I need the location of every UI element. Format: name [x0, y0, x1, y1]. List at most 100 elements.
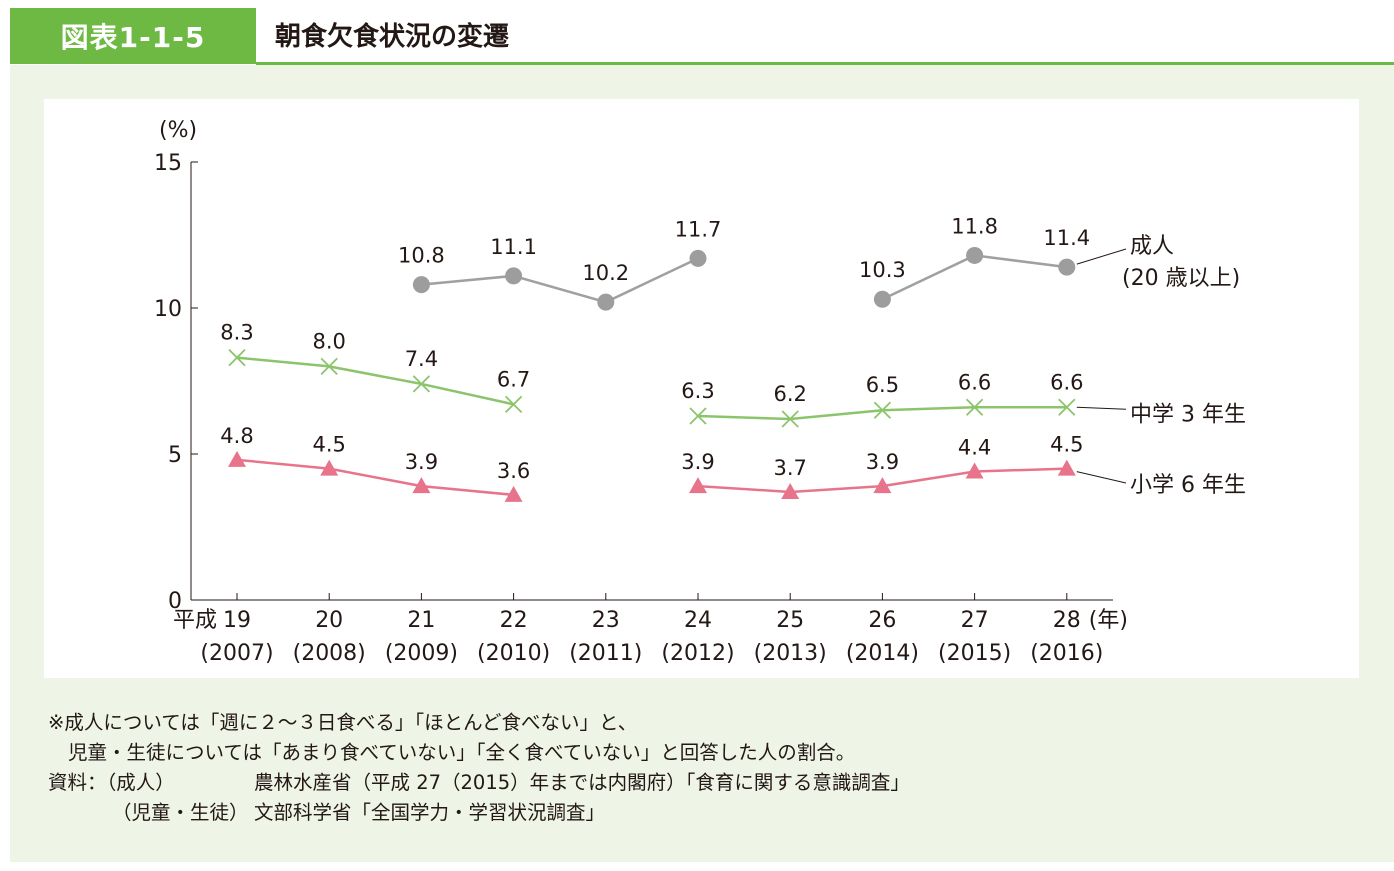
data-label: 4.4 [958, 436, 991, 460]
data-label: 3.9 [405, 450, 438, 474]
data-point-marker [504, 485, 523, 502]
data-point-marker [965, 398, 984, 416]
x-tick-label-western: (2013) [754, 641, 827, 666]
source-1: 農林水産省（平成 27（2015）年までは内閣府）「食育に関する意識調査」 [254, 771, 910, 794]
x-tick-label: 20 [315, 608, 343, 633]
data-point-marker [412, 477, 431, 494]
data-point-marker [689, 407, 707, 425]
x-tick-label: 19 [223, 608, 251, 633]
data-point-marker [873, 290, 891, 308]
x-tick-label: 22 [500, 608, 528, 633]
data-point-marker [873, 401, 892, 419]
data-point-marker [965, 462, 984, 479]
source-row-2: （児童・生徒） 文部科学省「全国学力・学習状況調査」 [48, 798, 910, 828]
data-label: 10.2 [582, 261, 629, 285]
notes-block: ※成人については「週に２〜３日食べる」「ほとんど食べない」と、 児童・生徒につい… [48, 708, 910, 828]
data-point-marker [781, 482, 800, 499]
note-line-1: ※成人については「週に２〜３日食べる」「ほとんど食べない」と、 [48, 711, 638, 734]
data-point-marker [228, 450, 246, 467]
chart-container: 0 5 10 15 (%) 19 (2007) 20 (2008) 21 (2009) 22 (2010… [44, 99, 1359, 678]
data-point-marker [412, 276, 430, 294]
data-label: 7.4 [405, 347, 438, 371]
figure-number-tag: 図表1-1-5 [10, 8, 256, 64]
data-point-marker [412, 375, 431, 393]
data-label: 11.7 [675, 217, 722, 241]
series-line [236, 458, 514, 497]
title-rule [256, 62, 1394, 65]
data-label: 10.3 [859, 258, 906, 282]
data-label: 3.9 [866, 450, 899, 474]
figure-title: 朝食欠食状況の変遷 [275, 22, 510, 52]
x-tick-label: 25 [776, 608, 804, 633]
leader-line [1076, 471, 1127, 484]
series-line [421, 257, 699, 304]
x-tick-label-western: (2007) [200, 641, 273, 666]
series-name-label: 中学 3 年生 [1130, 402, 1246, 427]
y-tick-label: 15 [154, 151, 182, 176]
x-tick-label-western: (2008) [293, 641, 366, 666]
x-tick-label-western: (2015) [938, 641, 1011, 666]
note-line-2: 児童・生徒については「あまり食べていない」「全く食べていない」と回答した人の割合… [68, 741, 856, 764]
data-label: 11.1 [490, 235, 537, 259]
y-axis-unit: (%) [159, 118, 197, 143]
y-tick-label: 0 [168, 589, 182, 614]
data-point-marker [1058, 398, 1076, 416]
leader-line [1076, 248, 1127, 265]
data-label: 6.7 [497, 367, 530, 391]
figure-number: 図表1-1-5 [60, 21, 206, 54]
y-tick-label: 10 [154, 297, 182, 322]
data-point-marker [689, 249, 707, 267]
data-point-marker [689, 477, 707, 494]
data-label: 8.0 [312, 329, 345, 353]
data-point-marker [597, 293, 615, 311]
source-sub-label: （児童・生徒） [112, 801, 249, 824]
x-tick-label-western: (2009) [385, 641, 458, 666]
source-2: 文部科学省「全国学力・学習状況調査」 [254, 801, 606, 824]
x-era-prefix: 平成 [173, 608, 217, 633]
data-label: 3.7 [773, 456, 806, 480]
data-label: 4.8 [220, 424, 253, 448]
series-line [236, 356, 514, 406]
x-tick-label: 23 [592, 608, 620, 633]
x-tick-label-western: (2014) [846, 641, 919, 666]
data-label: 4.5 [1050, 433, 1083, 457]
data-label: 6.3 [681, 379, 714, 403]
data-point-marker [505, 267, 523, 285]
series-name-sublabel: (20 歳以上) [1122, 266, 1240, 291]
data-label: 3.9 [681, 450, 714, 474]
x-tick-label: 24 [684, 608, 712, 633]
x-tick-label-western: (2011) [569, 641, 642, 666]
x-tick-label-western: (2010) [477, 641, 550, 666]
x-tick-label-western: (2012) [661, 641, 734, 666]
data-label: 6.5 [866, 373, 899, 397]
series-name-label: 成人 [1130, 234, 1174, 259]
data-point-marker [228, 349, 246, 367]
data-label: 8.3 [220, 321, 253, 345]
x-axis-unit: (年) [1089, 608, 1128, 633]
data-label: 4.5 [312, 433, 345, 457]
data-label: 6.6 [1050, 370, 1083, 394]
data-point-marker [966, 246, 984, 264]
data-label: 11.8 [951, 214, 998, 238]
data-point-marker [320, 459, 339, 476]
x-tick-label: 21 [407, 608, 435, 633]
y-tick-label: 5 [168, 443, 182, 468]
x-tick-label: 27 [961, 608, 989, 633]
line-chart: 0 5 10 15 (%) 19 (2007) 20 (2008) 21 (2009) 22 (2010… [154, 118, 1246, 666]
data-label: 10.8 [398, 244, 445, 268]
data-point-marker [1057, 459, 1076, 476]
x-tick-label-western: (2016) [1030, 641, 1103, 666]
data-point-marker [1058, 258, 1076, 276]
x-tick-label: 28 [1053, 608, 1081, 633]
leader-line [1076, 406, 1127, 410]
data-label: 6.6 [958, 370, 991, 394]
source-row-1: 資料：（成人） 農林水産省（平成 27（2015）年までは内閣府）「食育に関する意… [48, 768, 910, 798]
data-point-marker [873, 477, 892, 494]
data-point-marker [320, 357, 338, 376]
data-label: 3.6 [497, 459, 530, 483]
source-label: 資料：（成人） [48, 771, 175, 794]
data-point-marker [504, 395, 523, 413]
data-point-marker [781, 410, 799, 428]
x-tick-label: 26 [868, 608, 896, 633]
data-label: 11.4 [1043, 226, 1090, 250]
